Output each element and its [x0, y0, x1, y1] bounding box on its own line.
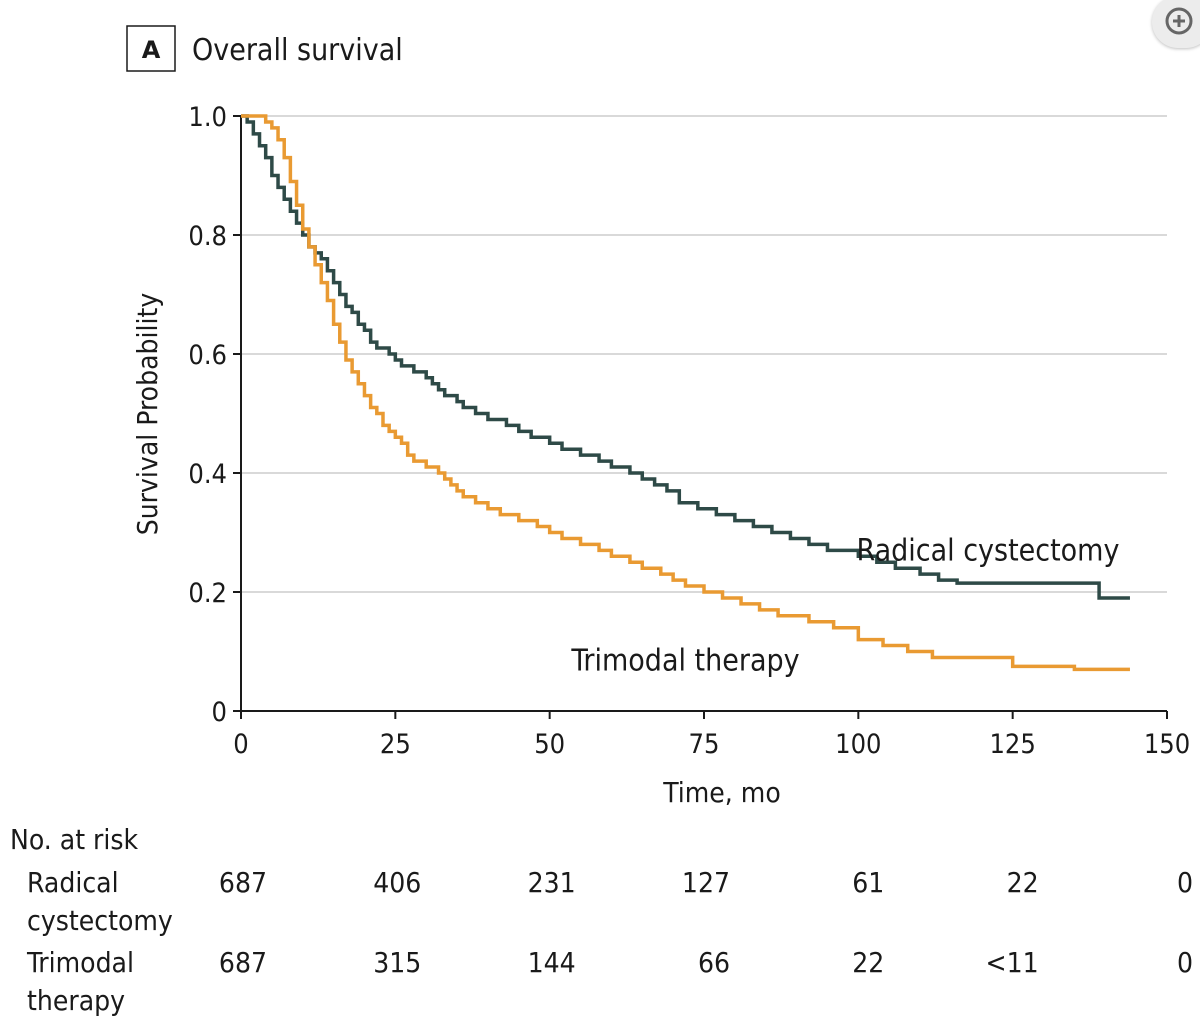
risk-value: <11	[986, 946, 1039, 979]
x-tick-label: 0	[233, 729, 248, 760]
y-tick-label: 0.4	[188, 459, 227, 490]
x-tick-label: 100	[835, 729, 881, 760]
tick-labels: 0 0.2 0.4 0.6 0.8 1.0 0 25 50 75 100 125 150	[188, 102, 1190, 760]
x-tick-label: 125	[989, 729, 1035, 760]
risk-value: 687	[219, 866, 267, 899]
risk-value: 144	[528, 946, 576, 979]
risk-table-title: No. at risk	[10, 823, 139, 856]
risk-row-label: Radical	[27, 866, 119, 899]
zoom-button[interactable]	[1152, 0, 1200, 48]
y-tick-label: 0.6	[188, 340, 227, 371]
axes	[233, 115, 1168, 719]
y-axis-label: Survival Probability	[131, 293, 164, 536]
risk-value: 687	[219, 946, 267, 979]
y-tick-label: 0.8	[188, 221, 227, 252]
risk-value: 127	[682, 866, 730, 899]
chart-title: Overall survival	[192, 33, 403, 68]
y-tick-label: 1.0	[188, 102, 227, 133]
risk-row-label: therapy	[27, 984, 125, 1017]
x-tick-label: 50	[534, 729, 565, 760]
x-axis-label: Time, mo	[662, 776, 781, 809]
series-line-trimodal-therapy	[241, 114, 1130, 672]
risk-table: Radical cystectomy 687 406 231 127 61 22 0 Trimod…	[26, 866, 1193, 1017]
risk-value: 61	[852, 866, 884, 899]
x-tick-label: 25	[380, 729, 411, 760]
panel-letter: A	[142, 36, 161, 64]
risk-value: 66	[698, 946, 730, 979]
x-tick-label: 150	[1144, 729, 1190, 760]
panel-letter-box	[126, 25, 176, 72]
risk-value: 231	[528, 866, 576, 899]
series-labels: Radical cystectomy Trimodal therapy	[570, 533, 1119, 678]
risk-value: 0	[1177, 946, 1193, 979]
series-annotation: Trimodal therapy	[570, 643, 799, 678]
risk-value: 22	[852, 946, 884, 979]
risk-row-label: Trimodal	[26, 946, 134, 979]
x-tick-label: 75	[689, 729, 720, 760]
risk-value: 315	[373, 946, 421, 979]
series-annotation: Radical cystectomy	[856, 533, 1119, 568]
zoom-in-icon	[1165, 7, 1193, 35]
y-tick-label: 0	[212, 697, 227, 728]
risk-row-label: cystectomy	[27, 904, 173, 937]
gridlines	[241, 115, 1167, 593]
risk-value: 0	[1177, 866, 1193, 899]
y-tick-label: 0.2	[188, 578, 227, 609]
risk-value: 406	[373, 866, 421, 899]
survival-curves	[241, 114, 1130, 672]
risk-value: 22	[1007, 866, 1039, 899]
series-line-radical-cystectomy	[241, 114, 1130, 600]
